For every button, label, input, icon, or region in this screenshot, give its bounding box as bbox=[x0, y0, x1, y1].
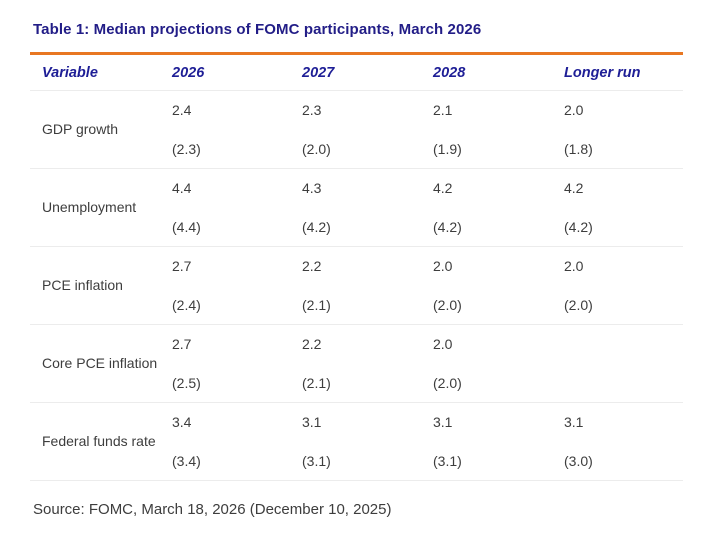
table-row: PCE inflation 2.7 2.2 2.0 2.0 bbox=[30, 246, 683, 325]
median-value-cell bbox=[552, 324, 683, 363]
median-value-cell: 4.2 bbox=[421, 168, 552, 207]
source-note: Source: FOMC, March 18, 2026 (December 1… bbox=[33, 501, 392, 518]
previous-value-cell: (2.1) bbox=[302, 374, 331, 391]
previous-value-cell: (2.0) bbox=[564, 296, 593, 313]
page-title: Table 1: Median projections of FOMC part… bbox=[33, 21, 482, 38]
table-row: (2.3) (2.0) (1.9) (1.8) bbox=[30, 129, 683, 169]
median-value-cell: 2.7 bbox=[160, 324, 290, 363]
table-row: Unemployment 4.4 4.3 4.2 4.2 bbox=[30, 168, 683, 247]
median-value-cell: 4.4 bbox=[160, 168, 290, 207]
column-header-2028: 2028 bbox=[421, 55, 552, 91]
column-header-longer-run: Longer run bbox=[552, 55, 683, 91]
previous-value-cell: (4.4) bbox=[172, 218, 201, 235]
previous-value-cell: (1.8) bbox=[564, 140, 593, 157]
previous-value-cell: (3.0) bbox=[564, 452, 593, 469]
variable-cell: Core PCE inflation bbox=[30, 324, 160, 403]
variable-cell: Federal funds rate bbox=[30, 402, 160, 481]
median-value-cell: 2.4 bbox=[160, 90, 290, 129]
median-value-cell: 4.2 bbox=[552, 168, 683, 207]
table-row: GDP growth 2.4 2.3 2.1 2.0 bbox=[30, 90, 683, 169]
variable-cell: Unemployment bbox=[30, 168, 160, 247]
column-header-2027: 2027 bbox=[290, 55, 421, 91]
previous-value-cell bbox=[552, 363, 683, 403]
previous-value-cell: (3.4) bbox=[172, 452, 201, 469]
previous-value-cell: (2.0) bbox=[433, 296, 462, 313]
previous-value-cell: (1.9) bbox=[433, 140, 462, 157]
table-header-row: Variable 2026 2027 2028 Longer run bbox=[30, 55, 683, 91]
median-value-cell: 2.7 bbox=[160, 246, 290, 285]
column-header-2026: 2026 bbox=[160, 55, 290, 91]
fomc-projections-table: Variable 2026 2027 2028 Longer run GDP g… bbox=[30, 55, 683, 481]
median-value-cell: 3.1 bbox=[290, 402, 421, 441]
median-value-cell: 2.0 bbox=[421, 246, 552, 285]
median-value-cell: 2.3 bbox=[290, 90, 421, 129]
variable-cell: PCE inflation bbox=[30, 246, 160, 325]
previous-value-cell: (4.2) bbox=[302, 218, 331, 235]
previous-value-cell: (3.1) bbox=[433, 452, 462, 469]
median-value-cell: 3.4 bbox=[160, 402, 290, 441]
table-row: (4.4) (4.2) (4.2) (4.2) bbox=[30, 207, 683, 247]
median-value-cell: 3.1 bbox=[421, 402, 552, 441]
document-page: Table 1: Median projections of FOMC part… bbox=[30, 21, 683, 518]
previous-value-cell: (2.3) bbox=[172, 140, 201, 157]
median-value-cell: 2.2 bbox=[290, 324, 421, 363]
variable-cell: GDP growth bbox=[30, 90, 160, 169]
median-value-cell: 4.3 bbox=[290, 168, 421, 207]
previous-value-cell: (2.5) bbox=[172, 374, 201, 391]
table-row: (2.4) (2.1) (2.0) (2.0) bbox=[30, 285, 683, 325]
column-header-variable: Variable bbox=[30, 55, 160, 91]
median-value-cell: 3.1 bbox=[552, 402, 683, 441]
median-value-cell: 2.0 bbox=[552, 90, 683, 129]
table-row: (3.4) (3.1) (3.1) (3.0) bbox=[30, 441, 683, 481]
median-value-cell: 2.0 bbox=[552, 246, 683, 285]
previous-value-cell: (4.2) bbox=[564, 218, 593, 235]
accent-rule bbox=[30, 52, 683, 55]
table-row: (2.5) (2.1) (2.0) bbox=[30, 363, 683, 403]
previous-value-cell: (2.0) bbox=[433, 374, 462, 391]
table-row: Core PCE inflation 2.7 2.2 2.0 bbox=[30, 324, 683, 403]
median-value-cell: 2.1 bbox=[421, 90, 552, 129]
previous-value-cell: (2.0) bbox=[302, 140, 331, 157]
median-value-cell: 2.2 bbox=[290, 246, 421, 285]
median-value-cell: 2.0 bbox=[421, 324, 552, 363]
previous-value-cell: (2.1) bbox=[302, 296, 331, 313]
previous-value-cell: (2.4) bbox=[172, 296, 201, 313]
previous-value-cell: (3.1) bbox=[302, 452, 331, 469]
previous-value-cell: (4.2) bbox=[433, 218, 462, 235]
table-row: Federal funds rate 3.4 3.1 3.1 3.1 bbox=[30, 402, 683, 481]
